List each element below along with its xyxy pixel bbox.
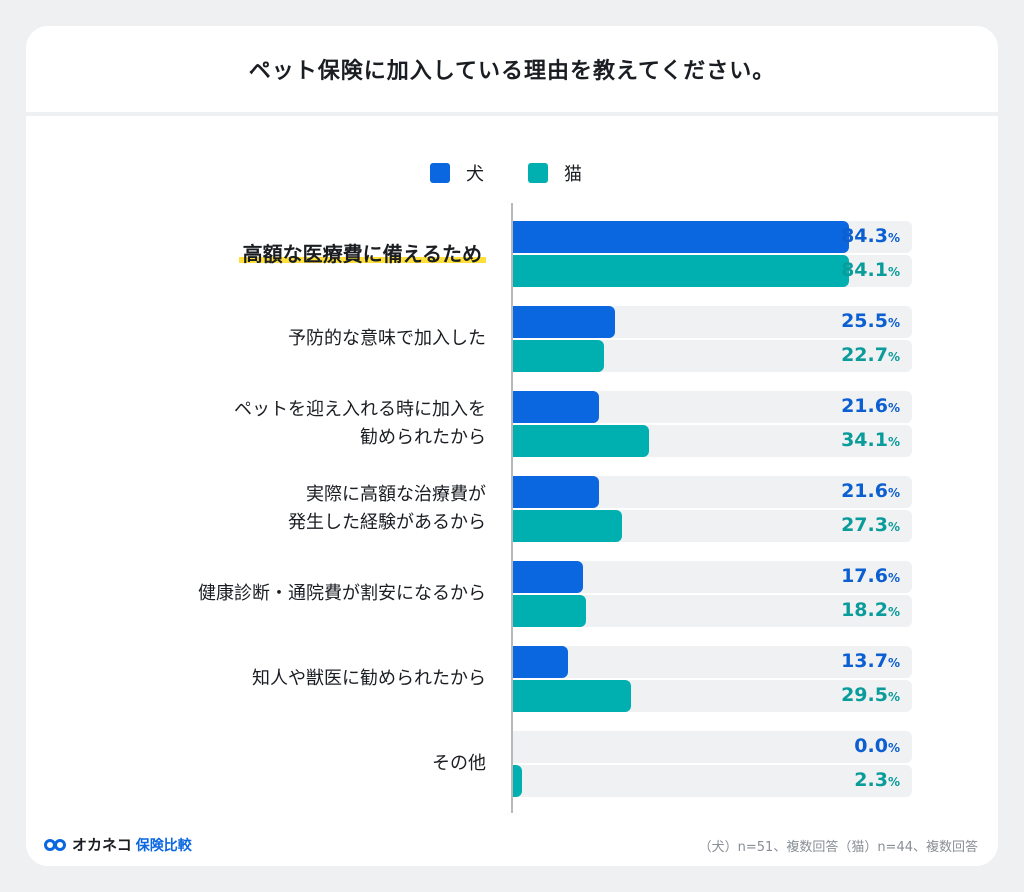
category-label: 高額な医療費に備えるため (126, 240, 486, 268)
y-axis-line (511, 203, 513, 813)
value-number: 84.1 (841, 259, 888, 281)
legend-label-cat: 猫 (564, 164, 582, 185)
logo-icon (44, 838, 66, 851)
value-unit: % (887, 741, 900, 755)
value-label-dog: 13.7% (780, 650, 900, 672)
bar-cat (513, 255, 849, 287)
value-unit: % (887, 605, 900, 619)
value-label-dog: 21.6% (780, 395, 900, 417)
bar-cat (513, 510, 622, 542)
legend-dog: 犬 (430, 160, 484, 186)
category-label-line: 健康診断・通院費が割安になるから (198, 583, 486, 604)
category-label-line: 発生した経験があるから (288, 512, 486, 533)
logo-suffix: 保険比較 (135, 837, 192, 854)
category-label-line: 予防的な意味で加入した (288, 328, 486, 349)
value-unit: % (887, 401, 900, 415)
category-label-line: 勧められたから (360, 427, 486, 448)
logo: オカネコ 保険比較 (44, 834, 192, 855)
category-label: その他 (126, 750, 486, 778)
bar-dog (513, 221, 850, 253)
value-unit: % (887, 231, 900, 245)
chart-title: ペット保険に加入している理由を教えてください。 (248, 59, 776, 84)
value-number: 2.3 (854, 769, 888, 791)
value-unit: % (887, 656, 900, 670)
value-number: 17.6 (841, 565, 888, 587)
value-label-cat: 84.1% (780, 259, 900, 281)
value-label-cat: 29.5% (780, 684, 900, 706)
category-label-line: 知人や獣医に勧められたから (252, 668, 486, 689)
sample-note: （犬）n=51、複数回答（猫）n=44、複数回答 (698, 840, 978, 855)
value-number: 84.3 (841, 225, 888, 247)
value-label-dog: 0.0% (780, 735, 900, 757)
value-unit: % (887, 265, 900, 279)
bar-cat (513, 680, 631, 712)
value-number: 13.7 (841, 650, 888, 672)
legend-cat: 猫 (528, 160, 582, 186)
value-unit: % (887, 520, 900, 534)
legend: 犬 猫 (430, 160, 626, 186)
category-label: ペットを迎え入れる時に加入を勧められたから (126, 396, 486, 452)
bar-dog (513, 476, 600, 508)
value-number: 0.0 (854, 735, 888, 757)
bar-dog (513, 306, 615, 338)
value-unit: % (887, 316, 900, 330)
value-unit: % (887, 435, 900, 449)
category-label-line: 実際に高額な治療費が (306, 484, 486, 505)
bar-dog (513, 646, 568, 678)
value-unit: % (887, 350, 900, 364)
value-label-dog: 25.5% (780, 310, 900, 332)
bar-cat (513, 765, 523, 797)
logo-brand: オカネコ (72, 836, 132, 854)
value-label-cat: 22.7% (780, 344, 900, 366)
bar-cat (513, 425, 650, 457)
value-label-dog: 17.6% (780, 565, 900, 587)
value-number: 34.1 (841, 429, 888, 451)
value-number: 27.3 (841, 514, 888, 536)
value-unit: % (887, 571, 900, 585)
value-unit: % (887, 690, 900, 704)
bar-dog (513, 561, 584, 593)
value-number: 29.5 (841, 684, 888, 706)
value-number: 21.6 (841, 395, 888, 417)
category-label: 健康診断・通院費が割安になるから (126, 580, 486, 608)
legend-label-dog: 犬 (466, 164, 484, 185)
value-label-cat: 2.3% (780, 769, 900, 791)
bar-track (513, 646, 912, 678)
legend-swatch-cat (528, 163, 548, 183)
value-number: 18.2 (841, 599, 888, 621)
value-label-cat: 34.1% (780, 429, 900, 451)
value-number: 22.7 (841, 344, 888, 366)
bar-cat (513, 595, 586, 627)
value-label-dog: 21.6% (780, 480, 900, 502)
category-label-line: 高額な医療費に備えるため (238, 242, 486, 266)
bar-track (513, 731, 912, 763)
value-unit: % (887, 775, 900, 789)
category-label-line: ペットを迎え入れる時に加入を (234, 399, 486, 420)
bar-dog (513, 391, 600, 423)
value-number: 21.6 (841, 480, 888, 502)
header: ペット保険に加入している理由を教えてください。 (26, 26, 998, 116)
legend-swatch-dog (430, 163, 450, 183)
category-label: 知人や獣医に勧められたから (126, 665, 486, 693)
value-label-dog: 84.3% (780, 225, 900, 247)
value-label-cat: 18.2% (780, 599, 900, 621)
category-label: 予防的な意味で加入した (126, 325, 486, 353)
category-label-line: その他 (432, 753, 486, 774)
value-unit: % (887, 486, 900, 500)
value-number: 25.5 (841, 310, 888, 332)
category-label: 実際に高額な治療費が発生した経験があるから (126, 481, 486, 537)
bar-track (513, 765, 912, 797)
value-label-cat: 27.3% (780, 514, 900, 536)
bar-cat (513, 340, 604, 372)
